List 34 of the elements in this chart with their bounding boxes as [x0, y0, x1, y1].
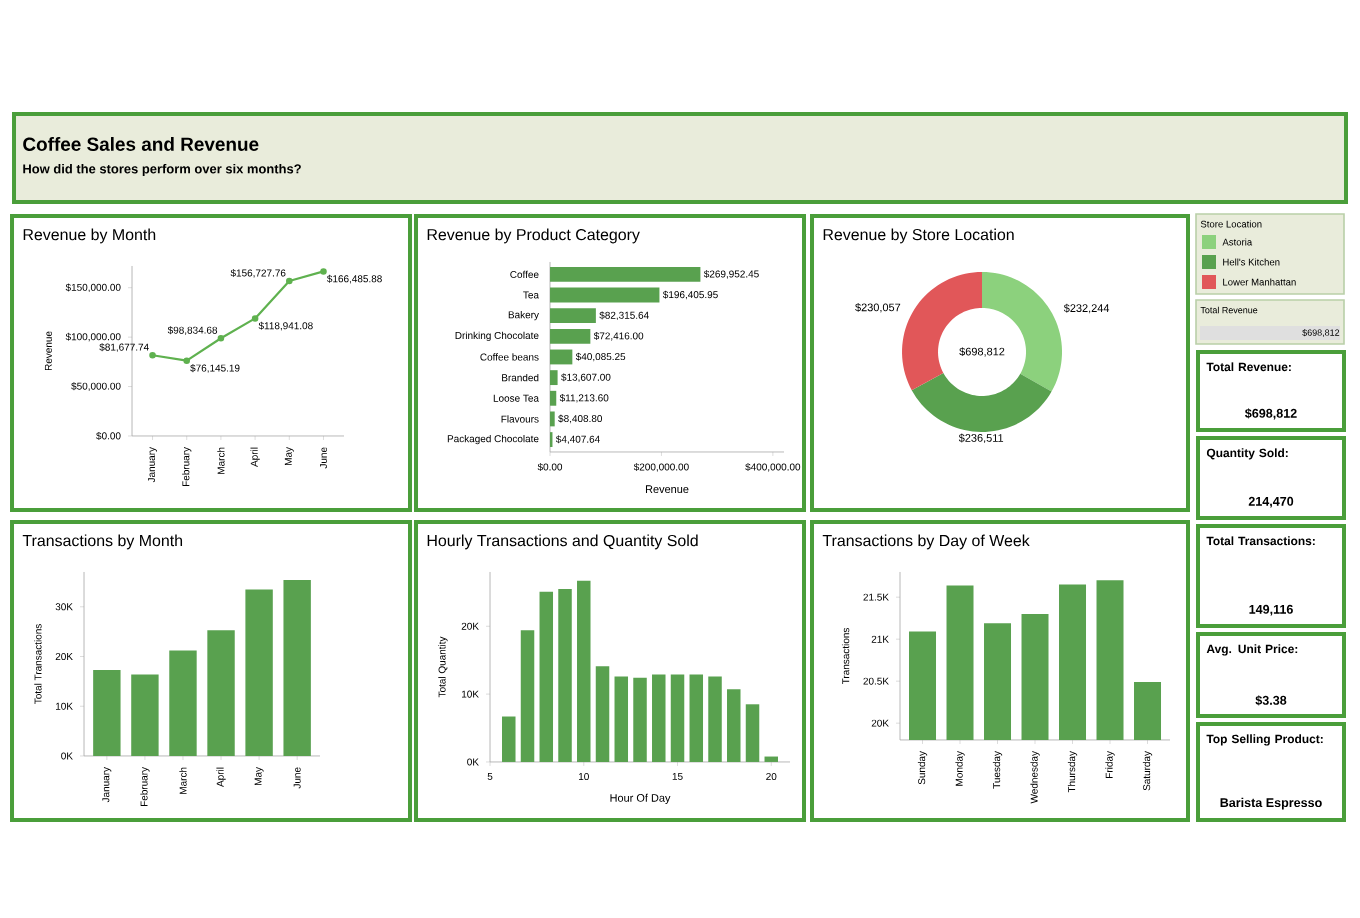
- bar: [550, 390, 557, 406]
- bar: [539, 591, 554, 762]
- bar: [577, 580, 591, 762]
- bar: [550, 287, 660, 303]
- bar: [614, 676, 629, 762]
- bar: [652, 674, 666, 762]
- bar: [633, 677, 647, 762]
- bar: [550, 349, 573, 365]
- bar: [595, 666, 610, 762]
- bar: [93, 669, 121, 756]
- point: [217, 334, 225, 342]
- point: [251, 315, 259, 322]
- bar: [550, 328, 591, 344]
- bar: [708, 676, 722, 762]
- bar: [283, 579, 311, 756]
- bar: [550, 370, 558, 386]
- bar: [745, 704, 760, 762]
- point: [149, 351, 156, 359]
- point: [320, 268, 327, 275]
- bar: [502, 716, 516, 762]
- bar: [169, 650, 197, 756]
- bar: [558, 588, 572, 762]
- bar: [670, 674, 685, 762]
- bar: [689, 674, 704, 762]
- text: Coffee Sales and Revenue: [23, 137, 259, 151]
- point: [286, 277, 293, 285]
- bar: [131, 674, 159, 756]
- bar: [245, 589, 273, 756]
- bar: [550, 266, 701, 282]
- bar: [207, 630, 235, 756]
- bar: [727, 689, 741, 762]
- bar: [520, 630, 535, 762]
- point: [183, 357, 191, 364]
- bar: [550, 308, 596, 324]
